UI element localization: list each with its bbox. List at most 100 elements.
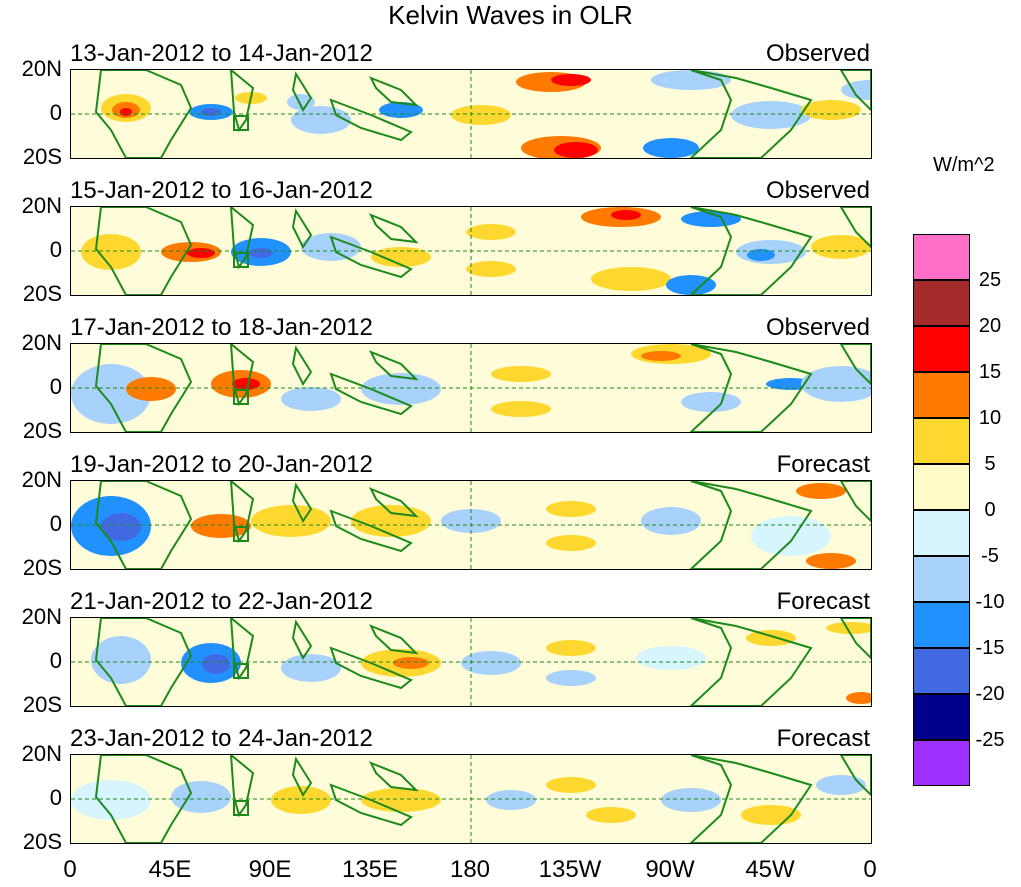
coastline	[229, 755, 255, 818]
anomaly-contour	[546, 640, 596, 656]
colorbar-label: 15	[978, 361, 1002, 383]
anomaly-contour	[451, 105, 511, 125]
longitude-label: 0	[63, 856, 77, 883]
anomaly-contour	[81, 234, 141, 270]
coastline	[229, 207, 255, 270]
coastline	[291, 756, 313, 797]
colorbar-label: -20	[975, 683, 1005, 705]
region-box	[233, 800, 249, 816]
coastline	[94, 344, 193, 432]
coastline	[839, 344, 871, 386]
anomaly-contour	[251, 505, 331, 537]
colorbar-unit: W/m^2	[933, 154, 995, 176]
coastline	[329, 509, 413, 553]
coastline	[839, 481, 871, 523]
colorbar-swatch	[913, 694, 970, 740]
anomaly-contour	[361, 788, 441, 812]
longitude-label: 0	[863, 856, 877, 883]
anomaly-contour	[546, 777, 596, 793]
coastline	[291, 482, 313, 523]
latitude-label: 20S	[22, 555, 62, 580]
latitude-label: 0	[49, 100, 62, 125]
longitude-label: 90E	[248, 856, 292, 883]
anomaly-contour	[101, 513, 141, 541]
anomaly-contour	[301, 233, 361, 261]
latitude-label: 20N	[21, 193, 62, 218]
anomaly-contour	[461, 651, 521, 675]
latitude-label: 0	[49, 511, 62, 536]
anomaly-contour	[816, 775, 866, 795]
panel-status-label: Observed	[765, 177, 870, 204]
olr-anomaly-map	[71, 70, 871, 158]
coastline	[291, 71, 313, 112]
olr-map-panel	[70, 69, 872, 159]
colorbar-label: -5	[981, 545, 999, 567]
colorbar-swatch	[913, 464, 970, 510]
anomaly-contour	[751, 516, 831, 556]
colorbar-swatch	[913, 740, 970, 786]
anomaly-contour	[747, 249, 775, 261]
anomaly-contour	[636, 646, 706, 670]
colorbar-label: 5	[984, 453, 996, 475]
coastline	[94, 481, 193, 569]
anomaly-contour	[641, 507, 701, 535]
anomaly-contour	[681, 392, 741, 412]
anomaly-contour	[666, 275, 716, 295]
anomaly-contour	[586, 807, 636, 823]
anomaly-contour	[643, 138, 699, 158]
coastline	[329, 235, 413, 279]
olr-anomaly-map	[71, 481, 871, 569]
anomaly-contour	[611, 210, 641, 220]
anomaly-contour	[361, 373, 441, 405]
coastline	[689, 207, 813, 295]
anomaly-contour	[171, 781, 231, 813]
coastline	[94, 755, 193, 843]
latitude-label: 0	[49, 785, 62, 810]
anomaly-contour	[681, 211, 741, 227]
anomaly-contour	[466, 261, 516, 277]
anomaly-contour	[71, 780, 151, 820]
region-box	[233, 389, 249, 405]
coastline	[94, 207, 193, 295]
anomaly-contour	[731, 101, 811, 129]
anomaly-contour	[554, 142, 598, 158]
anomaly-contour	[126, 377, 176, 401]
colorbar-label: -10	[975, 591, 1005, 613]
coastline	[94, 70, 193, 158]
longitude-label: 135W	[538, 856, 602, 883]
latitude-label: 20S	[22, 692, 62, 717]
coastline	[689, 481, 813, 569]
anomaly-contour	[811, 235, 871, 259]
panel-date-range: 13-Jan-2012 to 14-Jan-2012	[70, 40, 373, 67]
anomaly-contour	[187, 248, 215, 258]
anomaly-contour	[806, 553, 856, 569]
anomaly-contour	[393, 657, 429, 669]
latitude-label: 20S	[22, 418, 62, 443]
anomaly-contour	[441, 509, 501, 533]
olr-map-panel	[70, 754, 872, 844]
colorbar-label: -25	[975, 729, 1005, 751]
anomaly-contour	[826, 622, 871, 634]
olr-anomaly-map	[71, 207, 871, 295]
coastline	[291, 208, 313, 249]
colorbar-label: 0	[984, 499, 996, 521]
colorbar-label: 10	[978, 407, 1002, 429]
region-box	[233, 663, 249, 679]
map-title: Kelvin Waves in OLR	[388, 0, 633, 30]
anomaly-contour	[287, 94, 315, 110]
panel-status-label: Observed	[765, 314, 870, 341]
anomaly-contour	[202, 654, 230, 674]
olr-map-panel	[70, 617, 872, 707]
coastline	[329, 372, 413, 416]
longitude-label: 45E	[148, 856, 192, 883]
longitude-label: 180	[449, 856, 491, 883]
anomaly-contour	[491, 366, 551, 382]
anomaly-contour	[491, 401, 551, 417]
coastline	[839, 618, 871, 660]
anomaly-contour	[546, 535, 596, 551]
olr-map-panel	[70, 206, 872, 296]
region-box	[233, 526, 249, 542]
longitude-label: 135E	[341, 856, 399, 883]
coastline	[329, 98, 413, 142]
latitude-label: 20S	[22, 144, 62, 169]
